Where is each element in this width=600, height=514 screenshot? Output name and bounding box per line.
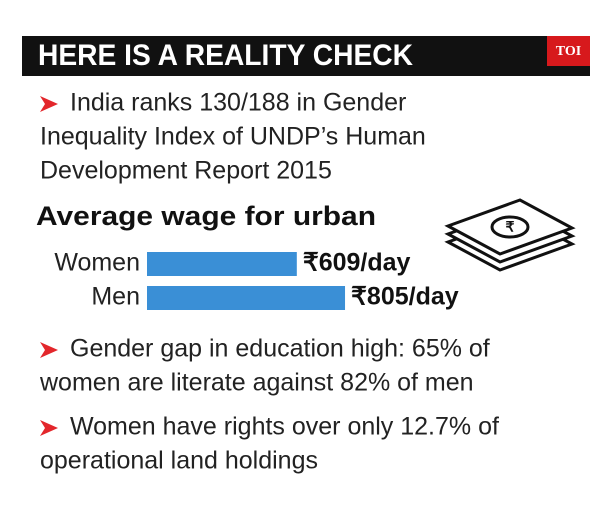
bullet-arrow xyxy=(40,420,58,436)
svg-text:₹: ₹ xyxy=(506,219,515,235)
bullet-text: Women have rights over only 12.7% of xyxy=(70,413,499,441)
bar xyxy=(147,252,297,276)
money-icon: ₹ xyxy=(444,198,576,272)
logo: TOI xyxy=(556,44,581,59)
bullet-text: women are literate against 82% of men xyxy=(39,369,474,397)
category-label: Women xyxy=(54,249,140,277)
bullet-text: Gender gap in education high: 65% of xyxy=(70,335,490,363)
logo-box xyxy=(547,36,590,66)
bullet-arrow xyxy=(40,342,58,358)
value-label: ₹609/day xyxy=(303,249,411,277)
header-bar xyxy=(22,36,590,76)
bullet-text: India ranks 130/188 in Gender xyxy=(70,89,406,117)
bullet-text: Development Report 2015 xyxy=(40,157,332,185)
header-title: HERE IS A REALITY CHECK xyxy=(38,39,413,72)
bullet-arrow xyxy=(40,96,58,112)
value-label: ₹805/day xyxy=(351,283,459,311)
chart-title: Average wage for urban xyxy=(36,201,376,231)
bar xyxy=(147,286,346,310)
bullet-text: operational land holdings xyxy=(40,447,318,475)
category-label: Men xyxy=(91,283,140,311)
bullet-text: Inequality Index of UNDP’s Human xyxy=(40,123,426,151)
